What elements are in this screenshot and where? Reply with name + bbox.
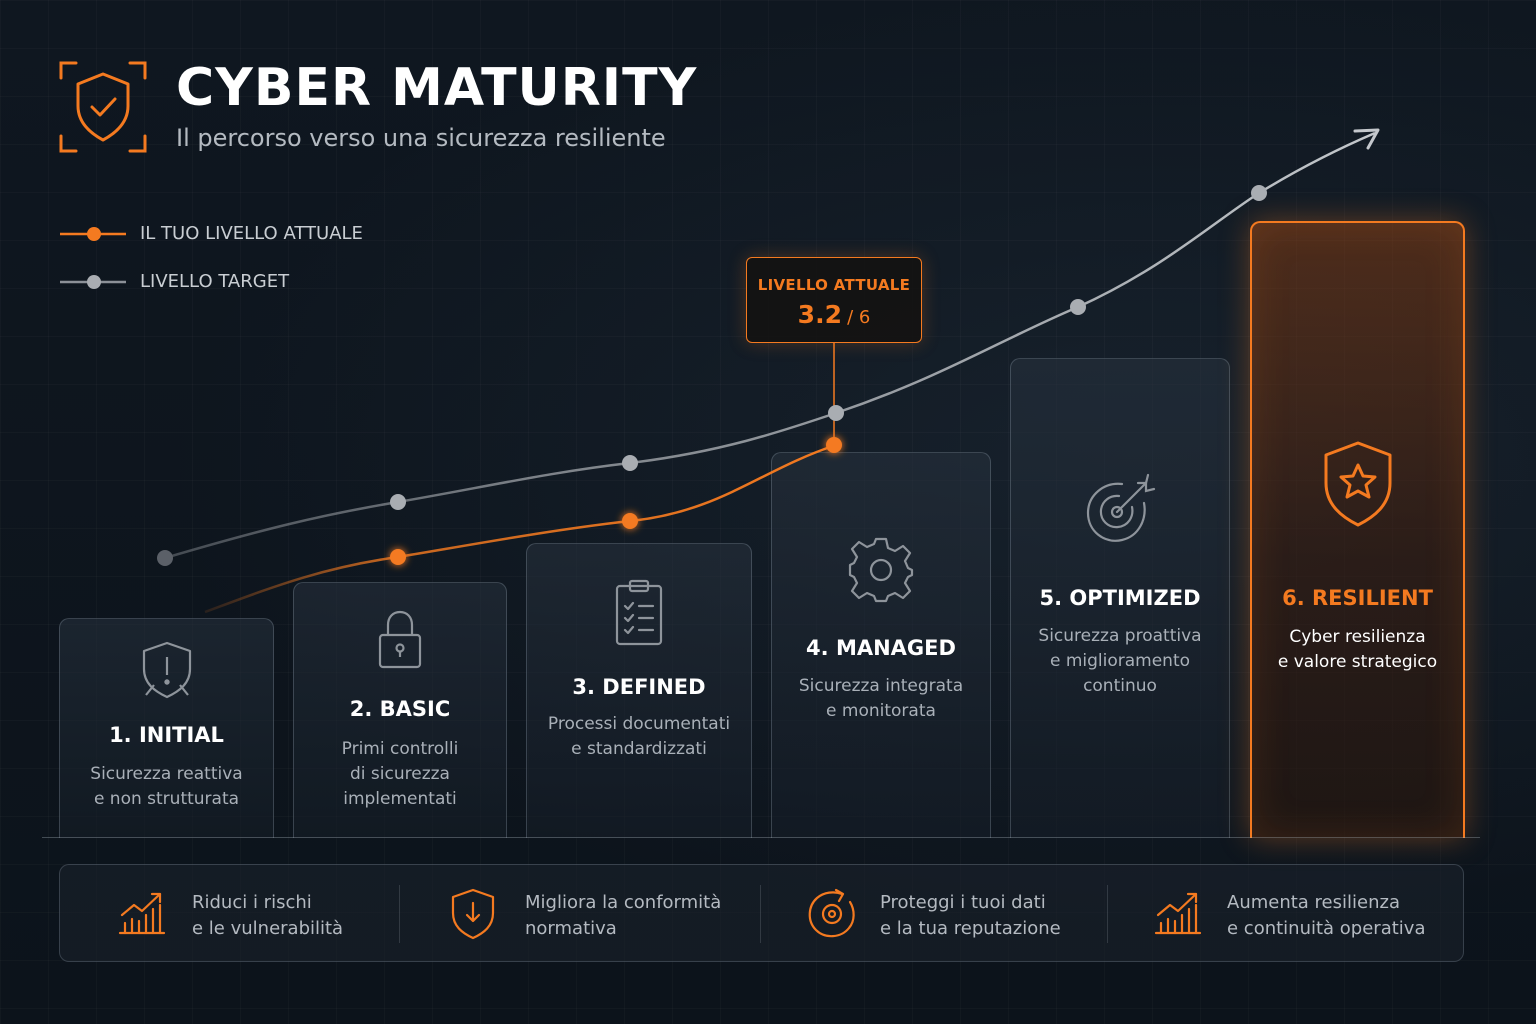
benefit-divider [1107,885,1108,943]
stage-description: Sicurezza integrata e monitorata [772,674,990,724]
shield-alert-icon [142,641,191,699]
stage-desc-line: Sicurezza proattiva [1038,626,1202,646]
stage-description: Processi documentati e standardizzati [527,712,751,762]
shield-arrow-icon [451,888,495,940]
callout-label: LIVELLO ATTUALE [757,276,911,294]
benefit-item: Migliora la conformità normativa [400,865,760,963]
target-point [828,405,844,421]
target-point [390,494,406,510]
benefit-line: Migliora la conformità [525,892,722,913]
target-level-line [164,131,1376,560]
benefit-line: Aumenta resilienza [1227,892,1400,913]
benefit-line: normativa [525,918,617,939]
stage-card-managed: 4. MANAGED Sicurezza integrata e monitor… [771,452,991,838]
current-points [390,437,842,565]
callout-value: 3.2 / 6 [747,300,921,329]
benefit-item: Aumenta resilienza e continuità operativ… [1108,865,1464,963]
callout-number: 3.2 [797,300,842,329]
legend-gray-line-icon [60,275,126,289]
benefit-line: Riduci i rischi [192,892,312,913]
benefit-item: Proteggi i tuoi dati e la tua reputazion… [761,865,1107,963]
stage-description: Sicurezza proattiva e miglioramento cont… [1011,624,1229,699]
benefit-line: Proteggi i tuoi dati [880,892,1046,913]
stage-desc-line: Cyber resilienza [1289,627,1426,647]
stage-desc-line: e valore strategico [1277,652,1438,672]
legend-current-label: IL TUO LIVELLO ATTUALE [140,223,363,244]
shield-star-icon [1324,441,1391,527]
stage-desc-line: Sicurezza reattiva [90,764,243,784]
benefit-divider [399,885,400,943]
stage-card-basic: 2. BASIC Primi controlli di sicurezza im… [293,582,507,838]
stage-title: 6. RESILIENT [1282,586,1433,610]
current-level-line [204,443,837,614]
target-point [1070,299,1086,315]
callout-max: / 6 [847,307,871,328]
stage-desc-line: implementati [343,789,457,809]
stage-title: 4. MANAGED [806,636,956,660]
stage-desc-line: Primi controlli [341,739,459,759]
stage-description: Cyber resilienza e valore strategico [1252,625,1463,675]
shield-check-icon [59,61,147,153]
current-level-callout: LIVELLO ATTUALE 3.2 / 6 [746,257,922,343]
target-points [157,185,1267,566]
stage-title: 2. BASIC [349,697,451,721]
stage-desc-line: e miglioramento [1049,651,1191,671]
stage-desc-line: e non strutturata [93,789,240,809]
stage-title: 3. DEFINED [572,675,706,699]
stage-card-optimized: 5. OPTIMIZED Sicurezza proattiva e migli… [1010,358,1230,838]
stage-description: Sicurezza reattiva e non strutturata [60,762,273,812]
clipboard-checklist-icon [615,579,663,646]
stage-card-resilient: 6. RESILIENT Cyber resilienza e valore s… [1250,221,1465,838]
benefit-text: Aumenta resilienza e continuità operativ… [1227,890,1425,942]
target-point [622,455,638,471]
stage-desc-line: continuo [1083,676,1157,696]
gear-icon [848,537,914,603]
benefit-line: e continuità operativa [1227,918,1426,939]
benefit-divider [760,885,761,943]
stage-card-defined: 3. DEFINED Processi documentati e standa… [526,543,752,838]
stage-desc-line: Processi documentati [547,714,731,734]
target-icon [1086,473,1156,542]
benefit-item: Riduci i rischi e le vulnerabilità [60,865,400,963]
target-point [157,550,173,566]
baseline-divider [42,837,1480,838]
legend-target-label: LIVELLO TARGET [140,271,290,292]
benefit-text: Riduci i rischi e le vulnerabilità [192,890,343,942]
current-point [622,513,638,529]
stage-title: 5. OPTIMIZED [1039,586,1201,610]
target-refresh-icon [808,888,855,938]
chart-growth-icon [1154,892,1202,935]
stage-desc-line: e standardizzati [571,739,707,759]
stage-desc-line: di sicurezza [350,764,450,784]
benefit-line: e la tua reputazione [880,918,1061,939]
current-point [390,549,406,565]
padlock-icon [378,610,422,669]
chart-growth-icon [118,892,166,935]
benefit-text: Proteggi i tuoi dati e la tua reputazion… [880,890,1061,942]
benefit-text: Migliora la conformità normativa [525,890,721,942]
benefits-bar: Riduci i rischi e le vulnerabilità Migli… [59,864,1464,962]
current-point [826,437,842,453]
benefit-line: e le vulnerabilità [192,918,344,939]
target-arrowhead [1353,128,1380,150]
stage-title: 1. INITIAL [109,723,224,747]
target-point [1251,185,1267,201]
page-title: CYBER MATURITY [176,58,698,118]
stage-card-initial: 1. INITIAL Sicurezza reattiva e non stru… [59,618,274,838]
legend-orange-line-icon [60,227,126,241]
stage-description: Primi controlli di sicurezza implementat… [294,737,506,812]
page-subtitle: Il percorso verso una sicurezza resilien… [176,124,666,152]
stage-desc-line: e monitorata [826,701,936,721]
stage-desc-line: Sicurezza integrata [798,676,964,696]
